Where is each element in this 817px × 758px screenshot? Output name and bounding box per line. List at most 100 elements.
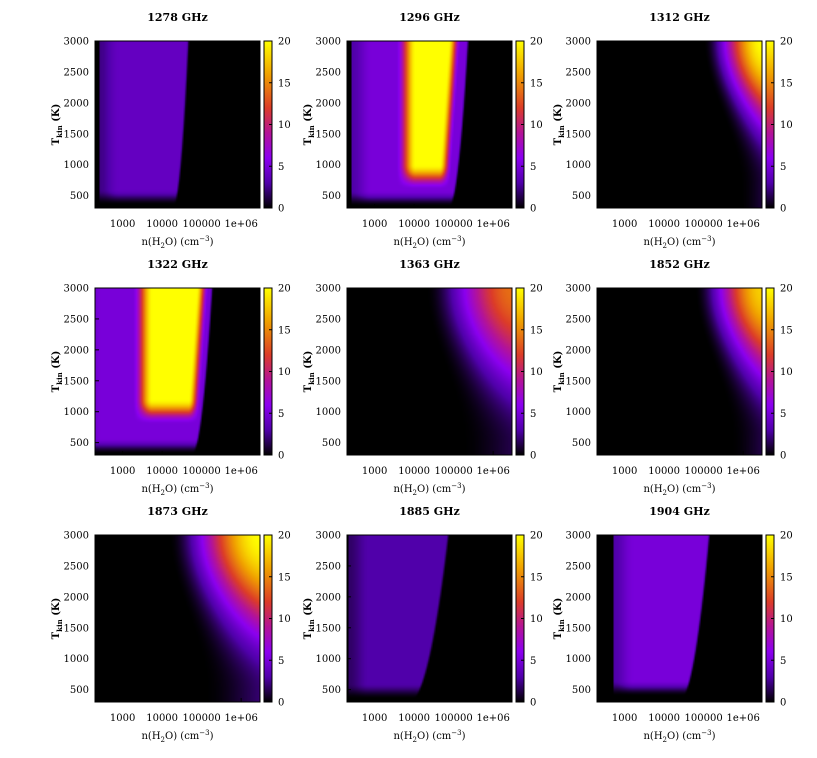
colorbar-tick-label: 10 (530, 120, 543, 131)
plot-frame (94, 40, 261, 209)
y-tick-label: 3000 (64, 37, 89, 48)
x-tick-label: 1000 (362, 219, 387, 230)
x-tick-label: 1e+06 (726, 713, 759, 724)
x-tick-label: 10000 (398, 219, 430, 230)
colorbar-tick-label: 20 (780, 284, 793, 295)
x-axis-label: n(H2O) (cm−3) (141, 729, 213, 744)
chart-title: 1296 GHz (399, 11, 459, 24)
y-tick-label: 2000 (316, 345, 341, 356)
colorbar-tick-label: 10 (278, 614, 291, 625)
y-tick-label: 2000 (64, 98, 89, 109)
chart-title: 1278 GHz (147, 11, 207, 24)
colorbar-tick-label: 20 (780, 531, 793, 542)
colorbar-tick-label: 5 (780, 656, 786, 667)
colorbar-tick-label: 20 (278, 531, 291, 542)
y-axis-label: Tkin (K) (553, 104, 566, 146)
y-tick-label: 2500 (566, 67, 591, 78)
y-tick-label: 500 (572, 191, 591, 202)
x-tick-label: 1e+06 (476, 219, 509, 230)
plot-frame (346, 40, 513, 209)
x-axis-label: n(H2O) (cm−3) (393, 729, 465, 744)
y-tick-label: 1000 (316, 654, 341, 665)
x-tick-label: 1e+06 (726, 219, 759, 230)
y-axis-label: Tkin (K) (51, 351, 64, 393)
chart-title: 1312 GHz (649, 11, 709, 24)
colorbar-tick-label: 15 (530, 78, 543, 89)
y-tick-label: 1000 (316, 160, 341, 171)
colorbar-tick-label: 0 (780, 698, 786, 709)
x-tick-label: 10000 (398, 713, 430, 724)
y-tick-label: 2500 (566, 314, 591, 325)
y-tick-label: 1000 (316, 407, 341, 418)
colorbar-tick-label: 15 (530, 325, 543, 336)
y-axis-label: Tkin (K) (303, 104, 316, 146)
chart-title: 1873 GHz (147, 505, 207, 518)
y-tick-label: 1500 (566, 376, 591, 387)
y-tick-label: 500 (322, 438, 341, 449)
x-tick-label: 1e+06 (726, 466, 759, 477)
colorbar-tick-label: 10 (780, 367, 793, 378)
y-tick-label: 2000 (64, 345, 89, 356)
y-tick-label: 1000 (566, 654, 591, 665)
y-axis-label: Tkin (K) (303, 598, 316, 640)
plot-frame (94, 534, 261, 703)
y-tick-label: 3000 (64, 284, 89, 295)
x-tick-label: 100000 (435, 219, 473, 230)
colorbar-tick-label: 20 (530, 531, 543, 542)
colorbar-tick-label: 5 (530, 409, 536, 420)
heatmap-panel-5: 1363 GHz 1000 10000 100000 1e+06 500 1000 1500 2… (303, 258, 543, 497)
y-tick-label: 3000 (316, 284, 341, 295)
plot-frame (346, 287, 513, 456)
x-tick-label: 1000 (362, 713, 387, 724)
y-tick-label: 1000 (64, 407, 89, 418)
colorbar-tick-label: 15 (780, 572, 793, 583)
colorbar-tick-label: 10 (530, 614, 543, 625)
y-tick-label: 1500 (64, 623, 89, 634)
x-tick-label: 1000 (110, 466, 135, 477)
y-tick-label: 1500 (566, 129, 591, 140)
x-tick-label: 1e+06 (476, 713, 509, 724)
y-tick-label: 2500 (64, 314, 89, 325)
x-tick-label: 1e+06 (224, 713, 257, 724)
heatmap-image (597, 288, 762, 455)
y-tick-label: 2000 (64, 592, 89, 603)
chart-title: 1885 GHz (399, 505, 459, 518)
y-tick-label: 1000 (566, 407, 591, 418)
heatmap-image (95, 535, 260, 702)
colorbar-tick-label: 15 (530, 572, 543, 583)
heatmap-image (597, 535, 762, 702)
y-tick-label: 2500 (64, 561, 89, 572)
colorbar-tick-label: 10 (780, 120, 793, 131)
colorbar-tick-label: 10 (278, 367, 291, 378)
x-tick-label: 10000 (146, 713, 178, 724)
colorbar-tick-label: 5 (530, 162, 536, 173)
x-axis-label: n(H2O) (cm−3) (393, 482, 465, 497)
x-axis-label: n(H2O) (cm−3) (393, 235, 465, 250)
colorbar-tick-label: 10 (530, 367, 543, 378)
heatmap-image (347, 535, 512, 702)
colorbar-tick-label: 5 (530, 656, 536, 667)
colorbar-tick-label: 0 (530, 204, 536, 215)
heatmap-panel-1: 1278 GHz 1000 10000 100000 1e+06 500 1000 1500 2… (51, 11, 291, 250)
x-tick-label: 10000 (146, 466, 178, 477)
x-tick-label: 100000 (435, 713, 473, 724)
colorbar-tick-label: 0 (278, 204, 284, 215)
colorbar-tick-label: 0 (278, 451, 284, 462)
y-tick-label: 1500 (566, 623, 591, 634)
x-tick-label: 1000 (612, 466, 637, 477)
heatmap-panel-8: 1885 GHz 1000 10000 100000 1e+06 500 1000 1500 2… (303, 505, 543, 744)
colorbar-tick-label: 10 (278, 120, 291, 131)
y-tick-label: 2500 (316, 561, 341, 572)
y-tick-label: 1000 (64, 160, 89, 171)
x-tick-label: 1000 (110, 713, 135, 724)
heatmap-panel-3: 1312 GHz 1000 10000 100000 1e+06 500 1000 1500 2… (553, 11, 793, 250)
y-tick-label: 1500 (64, 376, 89, 387)
y-tick-label: 500 (322, 191, 341, 202)
y-tick-label: 500 (70, 685, 89, 696)
x-tick-label: 10000 (648, 466, 680, 477)
y-axis-label: Tkin (K) (553, 598, 566, 640)
y-tick-label: 3000 (316, 37, 341, 48)
heatmap-panel-4: 1322 GHz 1000 10000 100000 1e+06 500 1000 1500 2… (51, 258, 291, 497)
heatmap-image (95, 41, 260, 208)
x-tick-label: 1e+06 (224, 466, 257, 477)
